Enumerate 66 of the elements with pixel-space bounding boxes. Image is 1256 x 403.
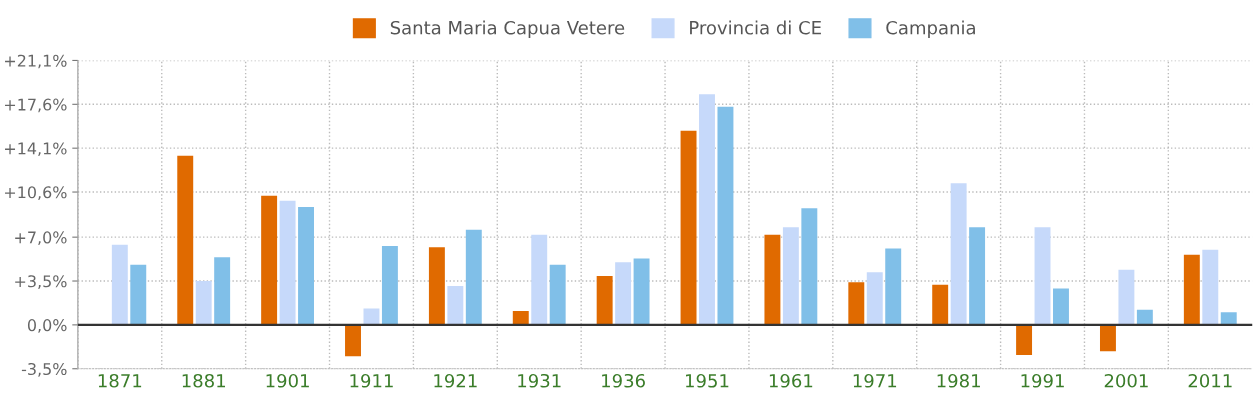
bar [1202,249,1219,325]
bar [969,227,986,325]
bar [950,183,967,325]
bar [596,276,613,325]
bar [214,257,231,325]
bar [428,247,445,325]
bar [111,244,128,325]
bar [717,106,734,325]
y-tick-label: +10,6% [5,186,67,200]
y-tick-label: -3,5% [21,362,67,377]
bar [1034,227,1051,325]
x-tick-label: 1911 [350,373,393,388]
bar [1220,312,1237,325]
x-tick-label: 1961 [769,373,813,388]
bar [447,286,464,325]
bar [1016,324,1033,355]
bar [549,264,566,325]
bar [615,262,632,325]
x-tick-label: 2001 [1104,373,1148,388]
bar [298,207,314,325]
x-tick-label: 1951 [686,373,729,388]
bar [866,272,883,325]
x-tick-label: 1871 [98,373,142,388]
y-tick-label: +14,1% [5,142,67,157]
y-tick-label: +3,5% [15,275,67,289]
bar [1099,324,1116,352]
legend-label: Provincia di CE [690,20,821,35]
y-tick-label: 0,0% [27,319,67,333]
bar [261,195,278,325]
bar [885,248,902,325]
legend-label: Santa Maria Capua Vetere [390,20,625,39]
legend-label: Campania [886,20,975,39]
bar [195,281,212,325]
bar [699,94,715,325]
bar [801,208,818,325]
bar [531,234,548,325]
y-tick-label: +17,6% [5,98,67,113]
bar [680,130,697,325]
x-tick-label: 1991 [1021,373,1064,388]
bar [130,264,147,325]
bar [764,234,781,325]
bar [1136,309,1153,325]
x-tick-label: 2011 [1188,373,1232,388]
bar [363,308,380,325]
bar [177,155,194,325]
bar [279,200,296,325]
bar [782,227,799,325]
y-tick-label: +21,1% [5,54,67,69]
x-tick-label: 1936 [602,373,645,388]
x-tick-label: 1971 [853,373,897,388]
x-tick-label: 1981 [937,373,980,388]
x-tick-label: 1901 [266,373,309,388]
bar [932,284,949,325]
bar [1118,269,1135,325]
x-tick-label: 1931 [518,373,561,388]
bar [1183,254,1200,325]
bar [512,311,529,325]
x-tick-label: 1921 [434,373,477,388]
bar [345,324,361,357]
bar [848,282,865,325]
x-tick-label: 1881 [182,373,225,388]
bar [465,229,482,325]
bar [633,258,650,325]
bar [381,245,398,325]
bar [1053,288,1069,325]
y-tick-label: +7,0% [15,231,67,246]
